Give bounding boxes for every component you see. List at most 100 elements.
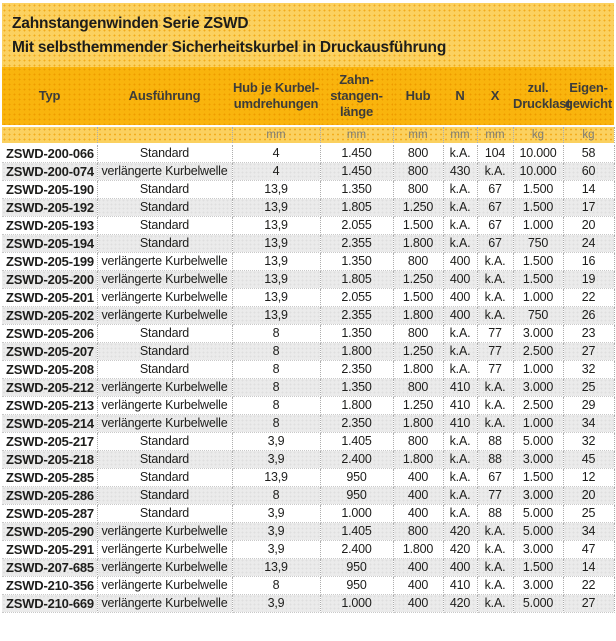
cell-typ: ZSWD-205-212 <box>2 378 98 397</box>
cell-n: 420 <box>443 522 478 541</box>
cell-ausfuehrung: Standard <box>97 342 233 361</box>
cell-hub: 1.800 <box>393 234 444 253</box>
cell-ausfuehrung: Standard <box>97 143 233 163</box>
cell-ausfuehrung: Standard <box>97 468 233 487</box>
cell-hub-je-kurbelumdrehung: 13,9 <box>232 252 321 271</box>
cell-eigengewicht: 58 <box>563 143 615 163</box>
cell-ausfuehrung: Standard <box>97 504 233 523</box>
cell-zul-drucklast: 750 <box>513 306 564 325</box>
table-row: ZSWD-210-356 verlängerte Kurbelwelle 8 950 4… <box>2 576 615 595</box>
cell-hub-je-kurbelumdrehung: 13,9 <box>232 288 321 307</box>
cell-n: 400 <box>443 270 478 289</box>
cell-eigengewicht: 34 <box>563 414 615 433</box>
cell-eigengewicht: 45 <box>563 450 615 469</box>
cell-n: k.A. <box>443 143 478 163</box>
cell-n: k.A. <box>443 234 478 253</box>
cell-x: k.A. <box>477 558 514 577</box>
cell-n: 430 <box>443 162 478 181</box>
page: Zahnstangenwinden Serie ZSWD Mit selbsth… <box>2 3 615 613</box>
cell-zahnstangenlaenge: 2.400 <box>320 450 394 469</box>
cell-n: 400 <box>443 306 478 325</box>
cell-zahnstangenlaenge: 950 <box>320 558 394 577</box>
table-row: ZSWD-205-192 Standard 13,9 1.805 1.250 k.A. 67… <box>2 198 615 217</box>
cell-hub-je-kurbelumdrehung: 8 <box>232 324 321 343</box>
cell-typ: ZSWD-200-066 <box>2 143 98 163</box>
table-row: ZSWD-205-202 verlängerte Kurbelwelle 13,9 2… <box>2 306 615 325</box>
cell-hub: 800 <box>393 162 444 181</box>
cell-hub-je-kurbelumdrehung: 13,9 <box>232 270 321 289</box>
cell-hub: 400 <box>393 558 444 577</box>
cell-hub-je-kurbelumdrehung: 8 <box>232 396 321 415</box>
cell-x: k.A. <box>477 306 514 325</box>
table-row: ZSWD-205-212 verlängerte Kurbelwelle 8 1.35… <box>2 378 615 397</box>
cell-ausfuehrung: verlängerte Kurbelwelle <box>97 414 233 433</box>
unit-eigengewicht: kg <box>563 126 615 145</box>
cell-zul-drucklast: 2.500 <box>513 342 564 361</box>
unit-typ <box>2 126 98 145</box>
cell-hub: 800 <box>393 432 444 451</box>
cell-hub-je-kurbelumdrehung: 8 <box>232 342 321 361</box>
cell-n: k.A. <box>443 468 478 487</box>
cell-zahnstangenlaenge: 2.355 <box>320 306 394 325</box>
cell-zahnstangenlaenge: 1.405 <box>320 432 394 451</box>
cell-x: k.A. <box>477 378 514 397</box>
cell-ausfuehrung: verlängerte Kurbelwelle <box>97 576 233 595</box>
cell-zul-drucklast: 2.500 <box>513 396 564 415</box>
cell-x: 104 <box>477 143 514 163</box>
cell-zahnstangenlaenge: 1.350 <box>320 378 394 397</box>
cell-n: 420 <box>443 594 478 613</box>
cell-n: 410 <box>443 414 478 433</box>
cell-hub: 400 <box>393 504 444 523</box>
cell-ausfuehrung: Standard <box>97 180 233 199</box>
cell-eigengewicht: 29 <box>563 396 615 415</box>
col-header-eigengewicht: Eigen- gewicht <box>563 67 614 127</box>
cell-eigengewicht: 20 <box>563 216 615 235</box>
cell-ausfuehrung: verlängerte Kurbelwelle <box>97 270 233 289</box>
cell-eigengewicht: 32 <box>563 432 615 451</box>
cell-zahnstangenlaenge: 1.000 <box>320 594 394 613</box>
cell-eigengewicht: 20 <box>563 486 615 505</box>
table-row: ZSWD-200-066 Standard 4 1.450 800 k.A. 104 10.0… <box>2 143 615 163</box>
cell-hub: 1.250 <box>393 270 444 289</box>
cell-zul-drucklast: 1.500 <box>513 270 564 289</box>
cell-eigengewicht: 14 <box>563 180 615 199</box>
cell-typ: ZSWD-205-201 <box>2 288 98 307</box>
cell-zul-drucklast: 1.500 <box>513 198 564 217</box>
cell-hub-je-kurbelumdrehung: 3,9 <box>232 522 321 541</box>
cell-zul-drucklast: 10.000 <box>513 143 564 163</box>
cell-zul-drucklast: 1.500 <box>513 180 564 199</box>
cell-n: k.A. <box>443 504 478 523</box>
cell-eigengewicht: 17 <box>563 198 615 217</box>
cell-ausfuehrung: Standard <box>97 450 233 469</box>
cell-zul-drucklast: 5.000 <box>513 504 564 523</box>
cell-ausfuehrung: Standard <box>97 324 233 343</box>
table-row: ZSWD-205-200 verlängerte Kurbelwelle 13,9 1… <box>2 270 615 289</box>
cell-hub: 1.800 <box>393 450 444 469</box>
cell-hub: 1.800 <box>393 540 444 559</box>
cell-hub: 400 <box>393 576 444 595</box>
cell-hub: 1.800 <box>393 414 444 433</box>
cell-typ: ZSWD-205-287 <box>2 504 98 523</box>
cell-x: k.A. <box>477 540 514 559</box>
cell-eigengewicht: 27 <box>563 342 615 361</box>
cell-hub-je-kurbelumdrehung: 4 <box>232 162 321 181</box>
cell-zahnstangenlaenge: 2.400 <box>320 540 394 559</box>
cell-n: 400 <box>443 252 478 271</box>
cell-hub: 1.250 <box>393 342 444 361</box>
cell-x: 67 <box>477 198 514 217</box>
cell-eigengewicht: 19 <box>563 270 615 289</box>
table-row: ZSWD-205-213 verlängerte Kurbelwelle 8 1.80… <box>2 396 615 415</box>
table-row: ZSWD-205-291 verlängerte Kurbelwelle 3,9 2.… <box>2 540 615 559</box>
cell-zul-drucklast: 3.000 <box>513 576 564 595</box>
cell-n: k.A. <box>443 486 478 505</box>
cell-eigengewicht: 32 <box>563 360 615 379</box>
unit-ausfuehrung <box>97 126 233 145</box>
table-row: ZSWD-210-669 verlängerte Kurbelwelle 3,9 1.… <box>2 594 615 613</box>
cell-zul-drucklast: 1.500 <box>513 558 564 577</box>
cell-hub-je-kurbelumdrehung: 13,9 <box>232 306 321 325</box>
cell-ausfuehrung: Standard <box>97 486 233 505</box>
cell-zahnstangenlaenge: 950 <box>320 486 394 505</box>
cell-typ: ZSWD-200-074 <box>2 162 98 181</box>
cell-ausfuehrung: verlängerte Kurbelwelle <box>97 288 233 307</box>
cell-hub-je-kurbelumdrehung: 8 <box>232 576 321 595</box>
